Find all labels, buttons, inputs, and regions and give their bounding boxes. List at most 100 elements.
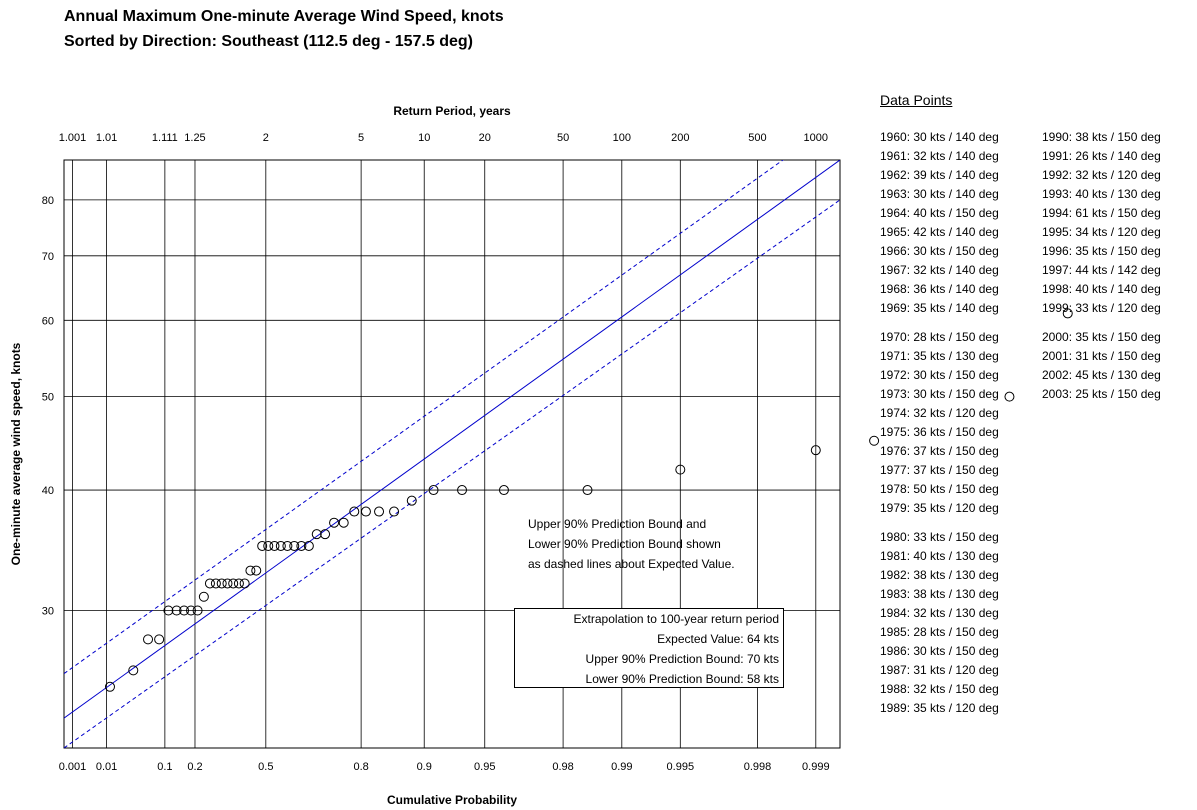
data-point-marker [360,506,371,517]
data-point-entry: 1981: 40 kts / 130 deg [880,549,999,563]
data-point-marker [457,485,468,496]
extrapolation-line: Lower 90% Prediction Bound: 58 kts [585,672,779,686]
plot-frame [63,159,841,749]
x-top-tick-label: 200 [671,132,689,144]
data-point-entry: 1985: 28 kts / 150 deg [880,625,999,639]
x-tick-label: 0.95 [474,761,495,773]
data-point-entry: 1976: 37 kts / 150 deg [880,444,999,458]
data-point-marker [251,565,262,576]
y-tick-label: 70 [42,251,54,263]
data-point-marker [192,605,203,616]
y-tick-label: 50 [42,392,54,404]
x-axis-label: Cumulative Probability [387,793,517,807]
data-point-marker [186,605,197,616]
data-point-marker [810,445,821,456]
data-point-marker [104,681,115,692]
note-line: Lower 90% Prediction Bound shown [528,537,721,551]
data-point-marker [198,591,209,602]
x-tick-label: 0.99 [611,761,632,773]
data-points-column-2: 1990: 38 kts / 150 deg 1991: 26 kts / 140… [1042,128,1161,404]
data-point-marker [296,540,307,551]
prediction-bound-note: Upper 90% Prediction Bound and Lower 90%… [528,514,735,574]
data-point-entry: 1961: 32 kts / 140 deg [880,149,999,163]
data-point-marker [275,540,286,551]
data-point-entry: 2000: 35 kts / 150 deg [1042,330,1161,344]
data-point-entry: 1967: 32 kts / 140 deg [880,263,999,277]
data-point-marker [171,605,182,616]
data-point-marker [210,578,221,589]
data-point-marker [349,506,360,517]
upper-bound-line [64,160,784,675]
data-point-entry: 1989: 35 kts / 120 deg [880,701,999,715]
data-point-entry: 1994: 61 kts / 150 deg [1042,206,1161,220]
data-point-entry: 1991: 26 kts / 140 deg [1042,149,1161,163]
data-point-entry: 1992: 32 kts / 120 deg [1042,168,1161,182]
data-point-entry: 1980: 33 kts / 150 deg [880,530,999,544]
y-tick-label: 30 [42,605,54,617]
data-point-entry: 1978: 50 kts / 150 deg [880,482,999,496]
data-point-entry: 1996: 35 kts / 150 deg [1042,244,1161,258]
data-point-marker [675,464,686,475]
x-tick-label: 0.2 [187,761,202,773]
x-top-tick-label: 5 [358,132,364,144]
data-point-entry: 2002: 45 kts / 130 deg [1042,368,1161,382]
data-point-entry: 1983: 38 kts / 130 deg [880,587,999,601]
expected-value-line [64,160,840,719]
y-axis-label: One-minute average wind speed, knots [9,342,23,565]
data-point-entry: 1979: 35 kts / 120 deg [880,501,999,515]
x-tick-label: 0.001 [59,761,87,773]
extrapolation-line: Expected Value: 64 kts [657,632,779,646]
data-point-entry: 1999: 33 kts / 120 deg [1042,301,1161,315]
data-point-entry: 1971: 35 kts / 130 deg [880,349,999,363]
extrapolation-box: Extrapolation to 100-year return period … [514,608,784,688]
data-point-entry: 1988: 32 kts / 150 deg [880,682,999,696]
x-top-tick-label: 500 [748,132,766,144]
data-point-entry: 1986: 30 kts / 150 deg [880,644,999,658]
data-point-marker [428,485,439,496]
data-points-column-1: 1960: 30 kts / 140 deg 1961: 32 kts / 140… [880,128,999,718]
data-point-marker [204,578,215,589]
data-points-heading: Data Points [880,92,953,108]
x-top-tick-label: 20 [479,132,491,144]
data-point-entry: 1974: 32 kts / 120 deg [880,406,999,420]
x-top-tick-label: 1.01 [96,132,117,144]
note-line: as dashed lines about Expected Value. [528,557,735,571]
x-tick-label: 0.1 [157,761,172,773]
data-point-entry: 1964: 40 kts / 150 deg [880,206,999,220]
data-point-marker [263,540,274,551]
x-top-tick-label: 1000 [804,132,828,144]
data-point-marker [320,529,331,540]
x-tick-label: 0.8 [353,761,368,773]
data-point-entry: 1990: 38 kts / 150 deg [1042,130,1161,144]
data-point-marker [303,540,314,551]
y-tick-label: 40 [42,485,54,497]
x-tick-label: 0.98 [552,761,573,773]
data-point-entry: 1970: 28 kts / 150 deg [880,330,999,344]
x-tick-label: 0.999 [802,761,830,773]
data-point-marker [163,605,174,616]
data-point-entry: 1995: 34 kts / 120 deg [1042,225,1161,239]
y-tick-label: 60 [42,315,54,327]
x-top-tick-label: 1.111 [152,132,178,144]
data-point-marker [406,495,417,506]
data-point-marker [1004,391,1015,402]
y-tick-label: 80 [42,195,54,207]
lower-bound-line [64,199,840,748]
x-tick-label: 0.01 [96,761,117,773]
data-point-marker [228,578,239,589]
data-point-entry: 1962: 39 kts / 140 deg [880,168,999,182]
data-point-entry: 1965: 42 kts / 140 deg [880,225,999,239]
chart-subtitle: Sorted by Direction: Southeast (112.5 de… [64,33,473,50]
x-top-tick-label: 50 [557,132,569,144]
data-point-entry: 1998: 40 kts / 140 deg [1042,282,1161,296]
note-line: Upper 90% Prediction Bound and [528,517,707,531]
extrapolation-line: Extrapolation to 100-year return period [573,612,779,626]
data-point-marker [239,578,250,589]
data-point-entry: 1987: 31 kts / 120 deg [880,663,999,677]
data-point-marker [582,485,593,496]
data-point-entry: 1977: 37 kts / 150 deg [880,463,999,477]
data-point-marker [1062,308,1073,319]
data-point-marker [311,529,322,540]
chart-title: Annual Maximum One-minute Average Wind S… [64,8,504,25]
data-point-marker [389,506,400,517]
